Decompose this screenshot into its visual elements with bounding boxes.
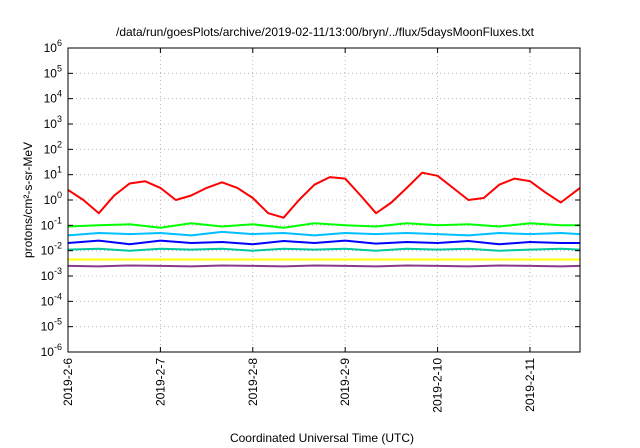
y-tick-label: 102 [44, 139, 62, 156]
y-tick-label: 105 [44, 63, 62, 80]
y-axis-ticks: 10-6 10-5 10-4 10-3 10-2 10-1 100 101 102 103 104 1… [41, 38, 580, 359]
y-tick-label: 10-5 [41, 317, 62, 334]
series-lines [67, 171, 581, 268]
y-tick-label: 104 [44, 89, 62, 106]
series-line [67, 247, 581, 252]
series-line [67, 171, 581, 219]
x-tick-label: 2019-2-11 [523, 358, 537, 412]
y-tick-label: 10-2 [41, 241, 62, 258]
series-line [67, 230, 581, 237]
x-tick-label: 2019-2-8 [246, 358, 260, 406]
y-tick-label: 103 [44, 114, 62, 131]
x-tick-label: 2019-2-6 [61, 358, 75, 406]
series-line [67, 264, 581, 268]
y-tick-label: 106 [44, 38, 62, 55]
y-tick-label: 101 [44, 165, 62, 182]
series-line [67, 222, 580, 229]
chart-title: /data/run/goesPlots/archive/2019-02-11/1… [116, 25, 535, 39]
grid-lines [67, 48, 580, 352]
x-tick-label: 2019-2-9 [338, 358, 352, 406]
y-tick-label: 100 [44, 190, 62, 207]
y-tick-label: 10-6 [41, 342, 62, 359]
y-tick-label: 10-4 [41, 291, 62, 308]
x-tick-label: 2019-2-10 [431, 358, 445, 413]
y-axis-label: protons/cm²-s-sr-MeV [21, 142, 35, 258]
x-tick-label: 2019-2-7 [153, 358, 167, 406]
series-line [67, 239, 580, 246]
y-tick-label: 10-3 [41, 266, 62, 283]
x-axis-label: Coordinated Universal Time (UTC) [230, 431, 414, 445]
y-tick-label: 10-1 [41, 215, 62, 232]
x-axis-ticks: 2019-2-6 2019-2-7 2019-2-8 2019-2-9 2019-2-1… [61, 48, 537, 413]
